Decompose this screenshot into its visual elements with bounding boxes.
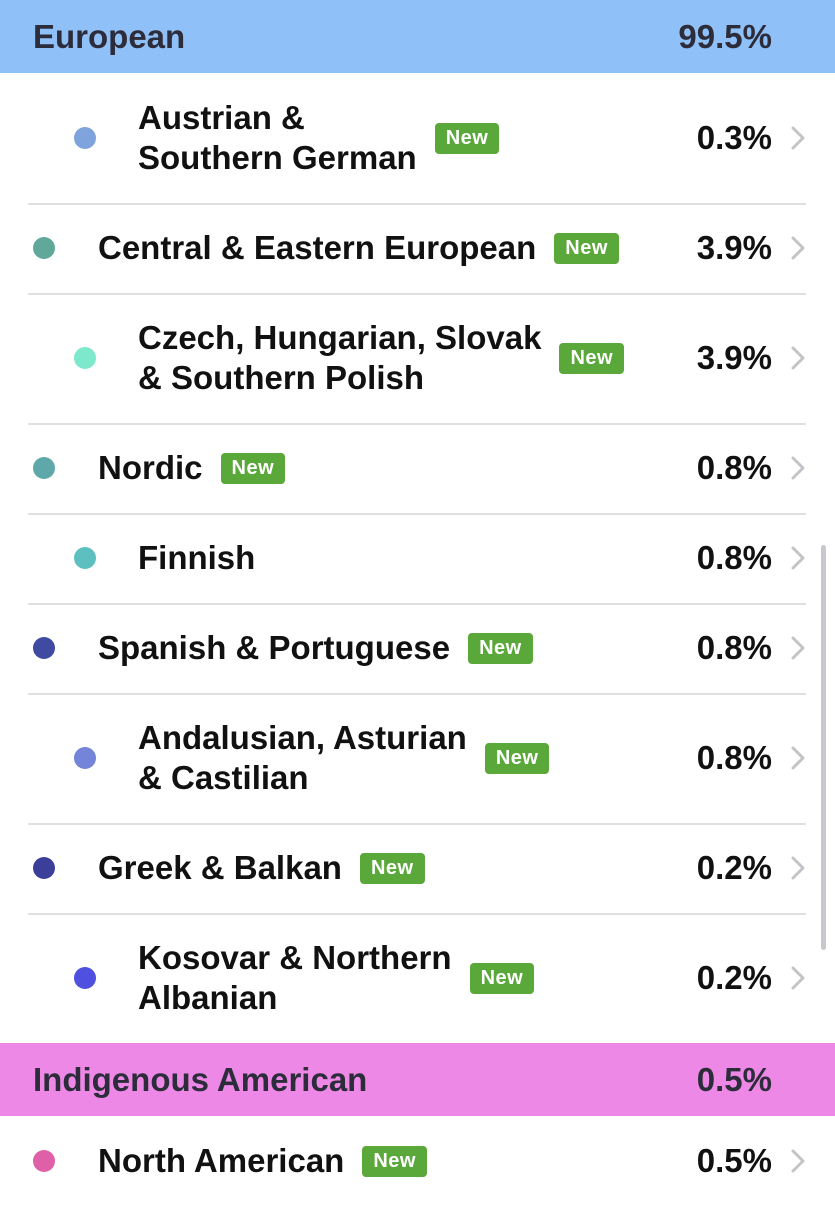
chevron[interactable] [791,456,805,480]
color-dot [74,347,96,369]
color-dot [33,857,55,879]
chevron[interactable] [791,546,805,570]
row-label: Nordic [98,448,203,488]
row-label: Austrian & Southern German [138,98,417,178]
row-percent: 3.9% [696,339,772,376]
label-line: Finnish [138,539,256,576]
scrollbar [821,545,826,950]
row-content: Kosovar & Northern Albanian New [138,913,535,1043]
row-percent: 3.9% [696,229,772,266]
label-line: & Castilian [138,759,309,796]
chevron[interactable] [791,746,805,770]
new-badge: New [484,742,550,774]
new-badge: New [468,632,533,664]
color-dot [33,1150,55,1172]
ancestry-row[interactable]: Austrian & Southern German New 0.3% [0,73,835,203]
ancestry-row[interactable]: Spanish & Portuguese New 0.8% [0,603,835,693]
row-percent: 0.8% [696,739,772,776]
row-label: Central & Eastern European [98,228,536,268]
new-badge: New [554,232,619,264]
color-dot [74,747,96,769]
new-badge: New [220,452,286,484]
row-label: Andalusian, Asturian & Castilian [138,718,467,798]
label-line: Kosovar & Northern [138,939,452,976]
row-label: Spanish & Portuguese [98,628,450,668]
chevron[interactable] [791,346,805,370]
row-content: Austrian & Southern German New [138,73,500,203]
section-percent: 0.5% [696,1060,772,1098]
label-line: Austrian & [138,99,305,136]
section-header: Indigenous American 0.5% [0,1043,835,1116]
section-header: European 99.5% [0,0,835,73]
ancestry-row[interactable]: Central & Eastern European New 3.9% [0,203,835,293]
chevron[interactable] [791,236,805,260]
row-content: North American New [98,1116,427,1206]
color-dot [33,637,55,659]
ancestry-row[interactable]: North American New 0.5% [0,1116,835,1206]
chevron[interactable] [791,1149,805,1173]
color-dot [33,237,55,259]
label-line: Albanian [138,979,278,1016]
label-line: & Southern Polish [138,359,425,396]
row-label: Greek & Balkan [98,848,342,888]
label-line: Andalusian, Asturian [138,719,467,756]
color-dot [33,457,55,479]
label-line: Spanish & Portuguese [98,629,451,666]
row-content: Czech, Hungarian, Slovak & Southern Polis… [138,293,625,423]
row-content: Finnish [138,513,255,603]
row-label: Kosovar & Northern Albanian [138,938,452,1018]
ancestry-row[interactable]: Nordic New 0.8% [0,423,835,513]
row-percent: 0.5% [696,1142,772,1179]
new-badge: New [469,962,535,994]
chevron[interactable] [791,636,805,660]
label-line: Central & Eastern European [98,229,537,266]
chevron[interactable] [791,966,805,990]
row-percent: 0.2% [696,849,772,886]
row-label: Finnish [138,538,255,578]
label-line: North American [98,1142,345,1179]
label-line: Nordic [98,449,203,486]
row-content: Central & Eastern European New [98,203,619,293]
label-line: Southern German [138,139,417,176]
color-dot [74,127,96,149]
chevron[interactable] [791,126,805,150]
new-badge: New [559,342,625,374]
row-content: Andalusian, Asturian & Castilian New [138,693,550,823]
section-title: European [33,17,186,55]
section-title: Indigenous American [33,1060,368,1098]
row-percent: 0.8% [696,449,772,486]
ancestry-row[interactable]: Greek & Balkan New 0.2% [0,823,835,913]
new-badge: New [359,852,425,884]
color-dot [74,967,96,989]
ancestry-row[interactable]: Kosovar & Northern Albanian New 0.2% [0,913,835,1043]
label-line: Czech, Hungarian, Slovak [138,319,542,356]
row-label: Czech, Hungarian, Slovak & Southern Polis… [138,318,541,398]
label-line: Greek & Balkan [98,849,342,886]
ancestry-row[interactable]: Andalusian, Asturian & Castilian New 0.8% [0,693,835,823]
row-label: North American [98,1141,344,1181]
row-content: Nordic New [98,423,286,513]
new-badge: New [362,1145,427,1177]
row-content: Greek & Balkan New [98,823,425,913]
row-percent: 0.3% [696,119,772,156]
row-content: Spanish & Portuguese New [98,603,533,693]
ancestry-row[interactable]: Finnish 0.8% [0,513,835,603]
section-percent: 99.5% [678,17,772,55]
row-percent: 0.2% [696,959,772,996]
ancestry-row[interactable]: Czech, Hungarian, Slovak & Southern Polis… [0,293,835,423]
color-dot [74,547,96,569]
chevron[interactable] [791,856,805,880]
row-percent: 0.8% [696,629,772,666]
row-percent: 0.8% [696,539,772,576]
new-badge: New [434,122,500,154]
